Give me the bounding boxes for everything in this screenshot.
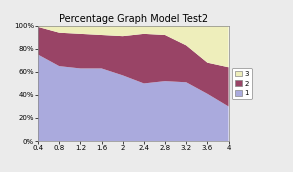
Title: Percentage Graph Model Test2: Percentage Graph Model Test2 [59, 14, 208, 24]
Legend: 3, 2, 1: 3, 2, 1 [232, 68, 252, 99]
